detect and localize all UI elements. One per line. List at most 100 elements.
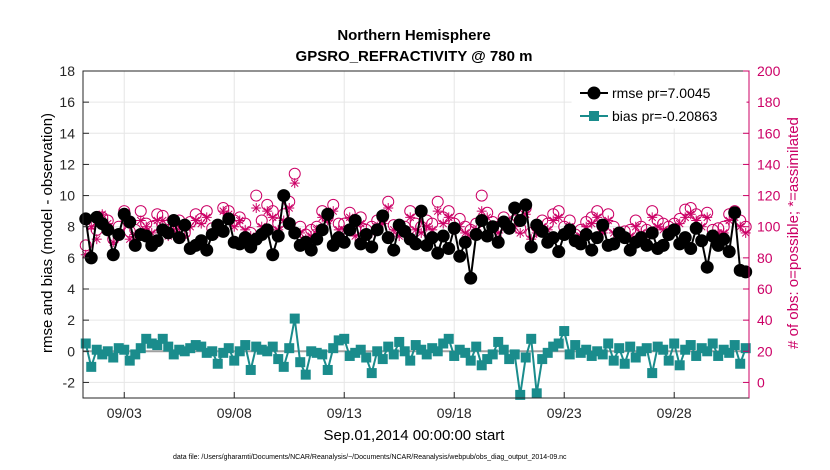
bias-point: [311, 347, 322, 358]
bias-point: [355, 344, 366, 355]
bias-point: [223, 343, 234, 354]
rmse-point: [645, 226, 659, 240]
bias-point: [174, 344, 185, 355]
obs-assimilated-point: [592, 212, 603, 223]
footer-data-file: data file: /Users/gharamti/Documents/NCA…: [173, 454, 567, 461]
rmse-point: [370, 223, 384, 237]
bias-point: [526, 333, 537, 344]
bias-point: [460, 347, 471, 358]
bias-point: [504, 354, 515, 365]
bias-point: [212, 358, 223, 369]
bias-point: [333, 335, 344, 346]
obs-assimilated-point: [724, 215, 735, 226]
x-tick-label: 09/03: [107, 405, 142, 421]
rmse-point: [618, 231, 632, 245]
bias-point: [416, 344, 427, 355]
obs-assimilated-point: [685, 209, 696, 220]
bias-point: [190, 340, 201, 351]
rmse-point: [216, 224, 230, 238]
y-right-tick-label: 200: [757, 63, 781, 79]
bias-point: [685, 340, 696, 351]
rmse-point: [563, 223, 577, 237]
rmse-point: [458, 235, 472, 249]
bias-point: [405, 355, 416, 366]
bias-point: [141, 333, 152, 344]
obs-assimilated-point: [201, 212, 212, 223]
bias-point: [196, 341, 207, 352]
x-axis: 09/03 09/08 09/13 09/18 09/23 09/28: [107, 392, 692, 421]
x-tick-label: 09/28: [657, 405, 692, 421]
rmse-point: [486, 220, 500, 234]
rmse-point: [128, 238, 142, 252]
rmse-point: [409, 237, 423, 251]
asterisk-stroke: [554, 213, 563, 222]
asterisk-stroke: [433, 207, 442, 215]
x-tick-label: 09/08: [217, 405, 252, 421]
bias-point: [306, 346, 317, 357]
bias-point: [515, 389, 526, 400]
bias-point: [113, 343, 124, 354]
bias-point: [674, 360, 685, 371]
bias-point: [399, 346, 410, 357]
rmse-point: [304, 243, 318, 257]
rmse-point: [348, 213, 362, 227]
obs-assimilated-point: [702, 212, 713, 223]
bias-point: [707, 338, 718, 349]
y-left-tick-label: 2: [67, 312, 75, 328]
asterisk-stroke: [439, 219, 448, 228]
legend-marker-square: [589, 111, 599, 121]
rmse-point: [359, 228, 373, 241]
bias-point: [218, 347, 229, 358]
bias-point: [322, 364, 333, 375]
rmse-point: [469, 228, 483, 241]
x-tick-label: 09/18: [437, 405, 472, 421]
y-right-tick-label: 60: [757, 281, 773, 297]
rmse-point: [315, 223, 329, 237]
rmse-point: [381, 231, 395, 245]
bias-point: [641, 343, 652, 354]
bias-point: [119, 344, 130, 355]
bias-point: [729, 340, 740, 351]
rmse-point: [640, 238, 654, 252]
rmse-point: [579, 228, 593, 241]
bias-point: [152, 340, 163, 351]
bias-point: [614, 343, 625, 354]
obs-assimilated-point: [630, 221, 641, 232]
rmse-point: [266, 248, 280, 262]
bias-point: [724, 347, 735, 358]
bias-point: [163, 341, 174, 352]
obs-possible-point: [475, 189, 488, 202]
obs-assimilated-point: [267, 212, 278, 223]
y-axis-right-label: # of obs: o=possible; *=assimilated: [785, 117, 802, 349]
bias-point: [636, 346, 647, 357]
bias-point: [476, 360, 487, 371]
bias-point: [130, 349, 141, 360]
y-right-tick-label: 40: [757, 312, 773, 328]
x-axis-label: Sep.01,2014 00:00:00 start: [324, 427, 506, 444]
obs-assimilated-point: [647, 212, 658, 223]
obs-assimilated-point: [680, 212, 691, 223]
asterisk-stroke: [444, 213, 453, 222]
rmse-point: [464, 271, 478, 285]
legend-label: rmse pr=7.0045: [612, 85, 711, 101]
asterisk-stroke: [686, 210, 695, 219]
bias-point: [97, 349, 108, 360]
obs-assimilated-point: [553, 212, 564, 223]
obs-assimilated-point: [152, 215, 163, 226]
rmse-point: [513, 213, 527, 227]
bias-point: [234, 346, 245, 357]
y-left-tick-label: 0: [67, 343, 75, 359]
bias-point: [740, 343, 751, 354]
rmse-point: [376, 209, 390, 223]
bias-point: [564, 349, 575, 360]
rmse-point: [447, 221, 461, 235]
bias-point: [696, 343, 707, 354]
y-left-tick-label: 10: [59, 188, 75, 204]
chart-title-line-1: Northern Hemisphere: [337, 27, 490, 44]
rmse-point: [337, 235, 351, 249]
legend-box: [571, 75, 747, 129]
bias-point: [658, 344, 669, 355]
obs-assimilated-point: [196, 218, 207, 229]
y-right-tick-label: 120: [757, 188, 781, 204]
rmse-point: [689, 221, 703, 235]
